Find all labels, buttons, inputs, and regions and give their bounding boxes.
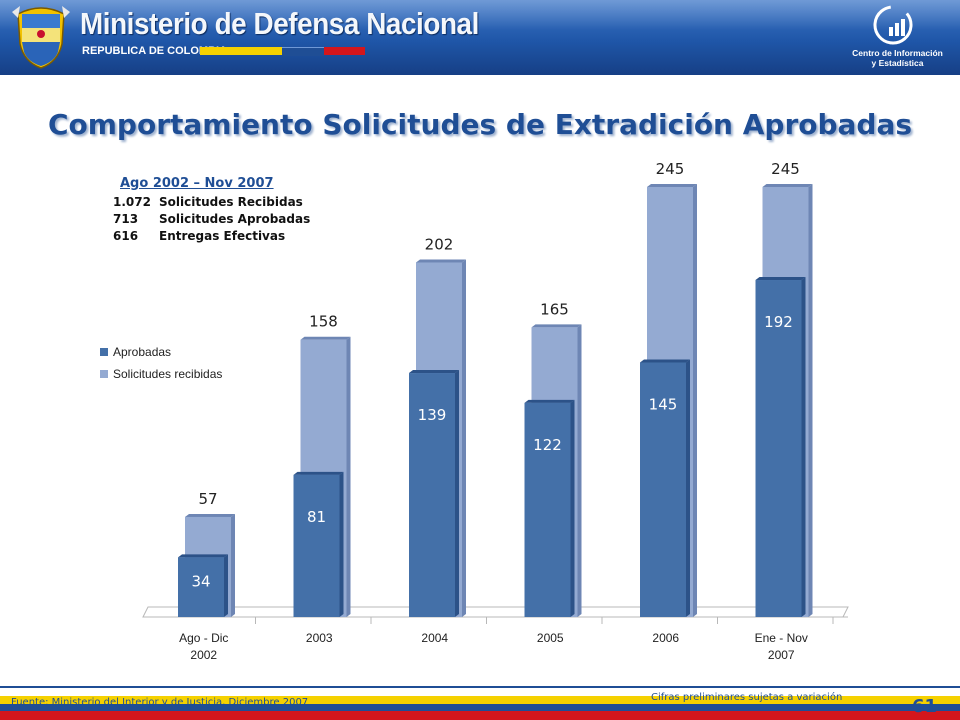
bar-aprobadas-side <box>570 399 575 617</box>
legend-label: Aprobadas <box>113 345 172 359</box>
summary-value: 713 <box>113 212 139 226</box>
summary-period: Ago 2002 – Nov 2007 <box>120 176 274 191</box>
bar-aprobadas-side <box>339 471 344 617</box>
information-center-line2: y Estadística <box>871 58 924 68</box>
chart-legend: Aprobadas Solicitudes recibidas <box>100 342 222 386</box>
cie-chart-logo-icon <box>873 5 913 45</box>
data-label-aprobadas: 192 <box>764 313 793 331</box>
bar-aprobadas-top <box>293 471 344 475</box>
bar-aprobadas-side <box>686 359 690 617</box>
header-shine <box>0 0 960 30</box>
legend-label: Solicitudes recibidas <box>113 367 223 381</box>
summary-row: 713 Solicitudes Aprobadas <box>113 212 310 226</box>
footer-flag-stripe <box>0 692 960 720</box>
data-label-aprobadas: 139 <box>418 406 447 424</box>
legend-swatch <box>100 348 108 356</box>
x-tick-label: 2006 <box>652 631 679 645</box>
bar-aprobadas-top <box>524 399 575 403</box>
preliminary-note: Cifras preliminares sujetas a variación <box>651 692 843 703</box>
source-note: Fuente: Ministerio del Interior y de Jus… <box>11 697 309 708</box>
x-tick-label: 2003 <box>306 631 333 645</box>
bar-aprobadas-top <box>409 370 459 374</box>
bar-solicitudes-recibidas-top <box>300 336 351 340</box>
information-center-label: Centro de Información y Estadística <box>840 48 955 68</box>
x-tick-label: Ago - Dic <box>179 631 228 645</box>
data-label-recibidas: 202 <box>425 235 454 253</box>
bar-solicitudes-recibidas-top <box>647 184 697 187</box>
bar-aprobadas <box>640 362 686 617</box>
data-label-aprobadas: 145 <box>649 396 678 414</box>
legend-swatch <box>100 370 108 378</box>
bar-aprobadas-top <box>755 277 806 281</box>
flag-stripe <box>200 47 365 56</box>
colombia-coat-of-arms-icon <box>12 6 70 69</box>
bar-aprobadas-side <box>801 277 806 617</box>
bar-aprobadas <box>409 373 455 617</box>
bar-solicitudes-recibidas-side <box>577 324 582 617</box>
x-tick-label: 2007 <box>768 648 795 662</box>
bar-aprobadas-side <box>224 554 228 617</box>
legend-item-solicitudes: Solicitudes recibidas <box>100 364 222 384</box>
summary-row: 616 Entregas Efectivas <box>113 229 285 243</box>
bar-solicitudes-recibidas-top <box>531 324 582 328</box>
data-label-recibidas: 245 <box>771 160 800 178</box>
data-label-recibidas: 245 <box>656 160 685 178</box>
chart-floor <box>142 606 849 618</box>
bar-solicitudes-recibidas-side <box>693 184 697 617</box>
bar-aprobadas <box>524 402 571 617</box>
data-label-aprobadas: 81 <box>307 508 326 526</box>
page-number: 61 <box>912 696 938 717</box>
bar-solicitudes-recibidas-top <box>762 184 813 187</box>
ministry-name: Ministerio de Defensa Nacional <box>80 6 479 41</box>
x-tick-label: 2005 <box>537 631 564 645</box>
data-label-recibidas: 165 <box>540 300 569 318</box>
bar-aprobadas <box>178 557 224 617</box>
bar-solicitudes-recibidas-top <box>416 259 466 263</box>
data-label-recibidas: 57 <box>198 490 217 508</box>
bar-aprobadas-top <box>640 359 690 363</box>
bar-solicitudes-recibidas-top <box>185 513 235 517</box>
summary-label: Solicitudes Recibidas <box>159 195 303 209</box>
data-label-aprobadas: 122 <box>533 436 562 454</box>
summary-row: 1.072 Solicitudes Recibidas <box>113 195 303 209</box>
summary-value: 616 <box>113 229 139 243</box>
bar-aprobadas-top <box>178 554 228 558</box>
x-tick-label: 2002 <box>190 648 217 662</box>
republic-name: REPUBLICA DE COLOMBIA <box>82 45 228 57</box>
x-tick-label: 2004 <box>421 631 448 645</box>
bar-aprobadas-side <box>455 370 459 617</box>
data-label-aprobadas: 34 <box>191 572 210 590</box>
header-banner: Ministerio de Defensa Nacional REPUBLICA… <box>0 0 960 75</box>
summary-value: 1.072 <box>113 195 151 209</box>
information-center-line1: Centro de Información <box>852 48 943 58</box>
bar-solicitudes-recibidas-side <box>231 513 235 617</box>
summary-label: Entregas Efectivas <box>159 229 286 243</box>
legend-item-aprobadas: Aprobadas <box>100 342 222 362</box>
data-label-recibidas: 158 <box>309 313 338 331</box>
bar-aprobadas <box>755 280 802 617</box>
summary-label: Solicitudes Aprobadas <box>159 212 311 226</box>
x-tick-label: Ene - Nov <box>755 631 808 645</box>
bar-solicitudes-recibidas-side <box>346 336 351 617</box>
bar-solicitudes-recibidas-side <box>808 184 813 617</box>
footer-divider <box>0 686 960 688</box>
page-title: Comportamiento Solicitudes de Extradició… <box>47 108 913 141</box>
bar-aprobadas <box>293 474 340 617</box>
bar-solicitudes-recibidas-side <box>462 259 466 617</box>
